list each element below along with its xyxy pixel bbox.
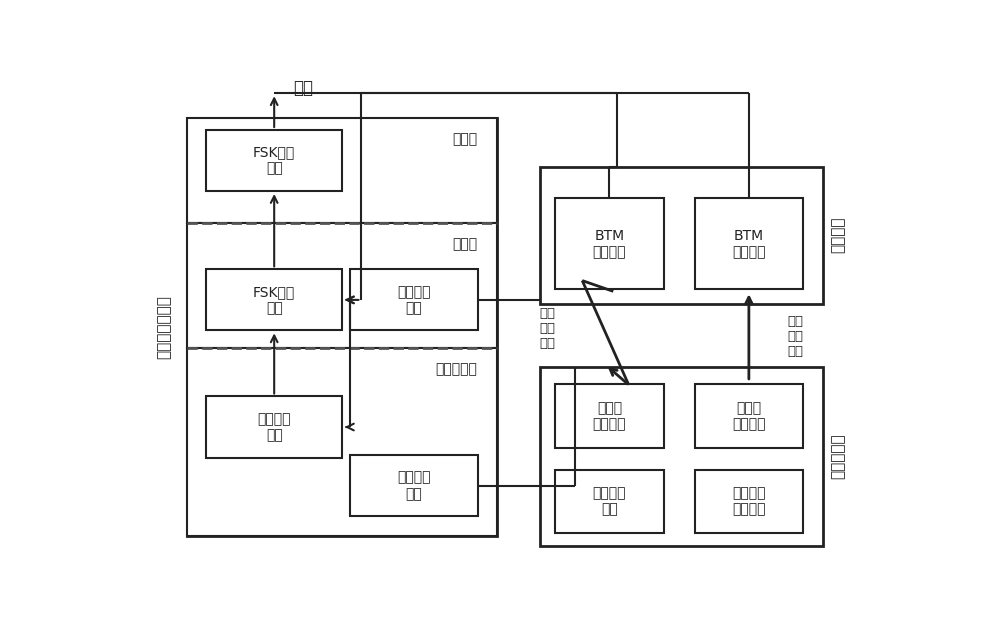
Text: 上行信号
检测: 上行信号 检测 (257, 412, 291, 442)
FancyBboxPatch shape (350, 269, 478, 330)
Text: 上行
馈路
信号: 上行 馈路 信号 (787, 315, 803, 358)
FancyBboxPatch shape (540, 166, 822, 304)
Text: 地面应答器: 地面应答器 (830, 434, 846, 479)
FancyBboxPatch shape (540, 367, 822, 545)
Text: 报文层: 报文层 (452, 133, 478, 147)
Text: 车载天线: 车载天线 (830, 217, 846, 253)
Text: 报文信号
产生模块: 报文信号 产生模块 (732, 486, 766, 517)
FancyBboxPatch shape (695, 198, 803, 289)
FancyBboxPatch shape (555, 198, 664, 289)
Text: FSK信号
解码: FSK信号 解码 (253, 145, 295, 176)
Text: 辐射模式层: 辐射模式层 (436, 362, 478, 376)
FancyBboxPatch shape (695, 384, 803, 448)
FancyBboxPatch shape (187, 117, 497, 223)
Text: 下行
激励
信号: 下行 激励 信号 (539, 307, 555, 349)
Text: BTM
发送天线: BTM 发送天线 (593, 229, 626, 259)
FancyBboxPatch shape (206, 396, 342, 458)
FancyBboxPatch shape (555, 470, 664, 533)
FancyBboxPatch shape (695, 470, 803, 533)
Text: 应答器传输模块: 应答器传输模块 (156, 295, 171, 359)
FancyBboxPatch shape (206, 130, 342, 191)
Text: FSK信号
解调: FSK信号 解调 (253, 284, 295, 315)
Text: BTM
接收天线: BTM 接收天线 (732, 229, 766, 259)
Text: 报文: 报文 (294, 79, 314, 97)
Text: 下行接收
电路: 下行接收 电路 (593, 486, 626, 517)
FancyBboxPatch shape (555, 384, 664, 448)
Text: 解调层: 解调层 (452, 237, 478, 251)
Text: 应答器
发送天线: 应答器 发送天线 (732, 401, 766, 431)
FancyBboxPatch shape (350, 455, 478, 516)
FancyBboxPatch shape (187, 347, 497, 536)
Text: 应答器
接收天线: 应答器 接收天线 (593, 401, 626, 431)
Text: 前端信号
调理: 前端信号 调理 (397, 284, 430, 315)
Text: 下行激励
电路: 下行激励 电路 (397, 471, 430, 501)
FancyBboxPatch shape (187, 223, 497, 347)
FancyBboxPatch shape (206, 269, 342, 330)
FancyBboxPatch shape (187, 117, 497, 536)
